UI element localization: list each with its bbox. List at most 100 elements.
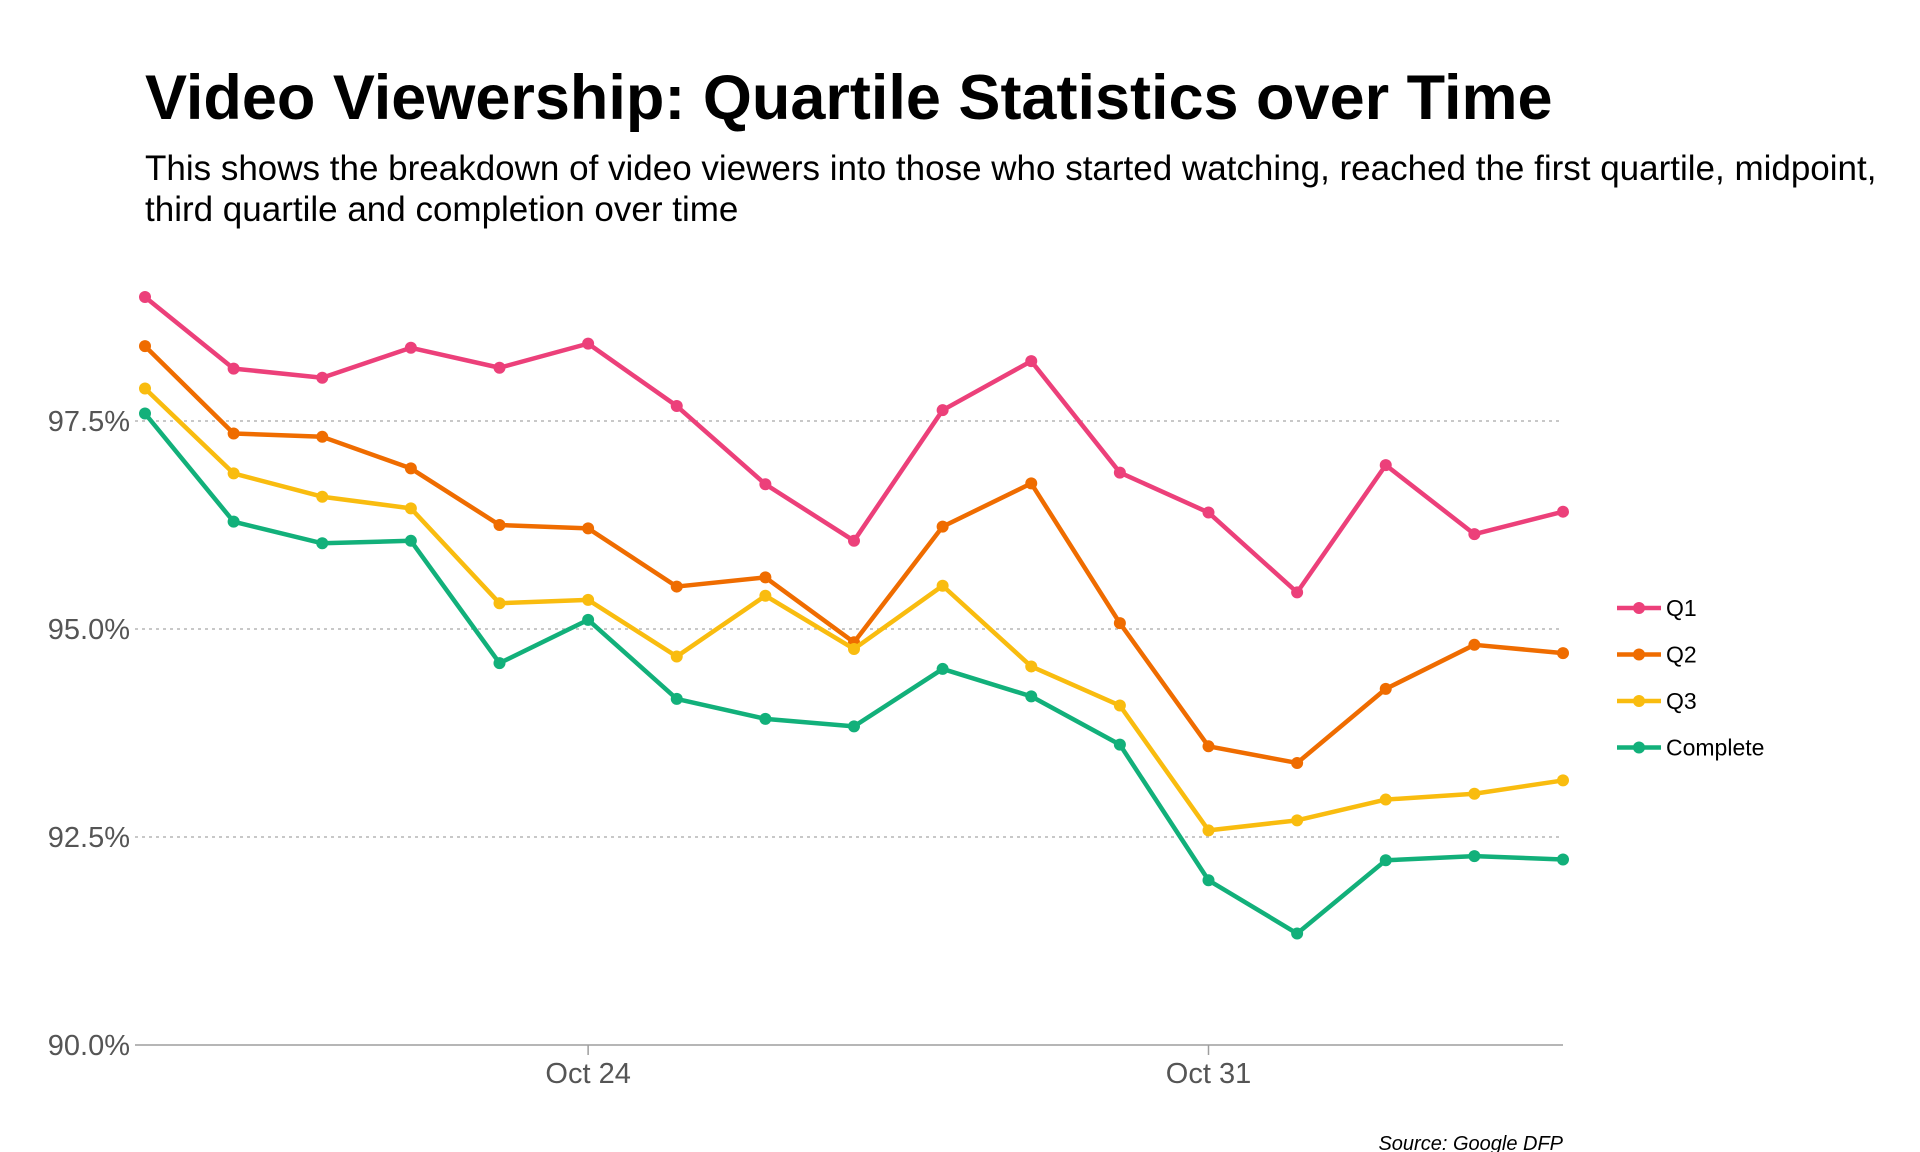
data-point-complete [759,712,772,725]
data-point-q1 [139,291,151,304]
data-point-q2 [759,571,772,584]
chart-title: Video Viewership: Quartile Statistics ov… [145,63,1553,133]
data-point-q2 [1468,638,1481,651]
data-point-q3 [1202,824,1215,837]
data-point-complete [936,662,949,675]
data-point-complete [1025,690,1038,703]
data-point-q2 [227,427,240,440]
chart-subtitle: This shows the breakdown of video viewer… [145,149,1877,229]
data-point-q3 [670,650,683,663]
data-point-q1 [936,404,949,417]
series-line-q2 [142,343,1566,766]
data-point-complete [404,534,417,547]
data-point-q1 [1291,586,1304,599]
data-point-q1 [316,371,329,384]
data-point-q2 [1379,682,1392,695]
data-point-q2 [1557,647,1569,660]
data-point-q3 [1025,660,1038,673]
legend-label: Q3 [1666,688,1697,714]
data-point-complete [582,613,595,626]
data-point-q2 [936,520,949,533]
legend: Q1 Q2 Q3 Complete [1617,595,1764,761]
legend-label: Q1 [1666,595,1697,621]
data-point-q1 [848,534,860,547]
data-point-complete [1202,874,1215,887]
data-point-q2 [1113,617,1126,630]
legend-item-q2: Q2 [1617,642,1697,668]
data-point-q3 [493,597,506,610]
data-point-q1 [1557,505,1569,518]
data-point-q1 [670,400,683,413]
series-q3 [139,382,1569,837]
legend-label: Q2 [1666,642,1697,668]
data-point-q3 [1379,793,1392,806]
y-tick-label: 97.5% [48,406,130,438]
data-point-q1 [1379,459,1392,472]
data-point-q3 [404,502,417,515]
data-point-q2 [1025,477,1038,490]
series-lines [139,291,1569,940]
data-point-q1 [493,361,506,374]
data-point-q2 [670,580,683,593]
data-point-q2 [493,519,506,531]
data-point-q3 [936,579,949,592]
data-point-q3 [227,467,240,480]
data-point-q1 [1025,355,1038,368]
data-point-q2 [582,522,595,535]
data-point-complete [316,537,329,550]
data-point-q3 [759,589,772,602]
data-point-q3 [1468,787,1481,800]
axes: 90.0% 92.5% 95.0% 97.5% Oct 24 Oct 31 [48,406,1563,1090]
data-point-q1 [759,478,772,491]
y-tick-label: 92.5% [48,822,130,854]
data-point-complete [670,692,683,705]
data-point-q3 [848,642,860,655]
series-line-q3 [142,386,1566,833]
legend-swatch-point [1633,741,1645,754]
data-point-complete [493,657,506,670]
x-tick-label: Oct 31 [1166,1058,1251,1090]
data-point-q2 [139,340,151,353]
y-tick-label: 95.0% [48,614,130,646]
series-q2 [139,340,1569,769]
data-point-q3 [582,593,595,606]
source-caption: Source: Google DFP [1378,1133,1563,1152]
data-point-complete [1468,850,1481,863]
data-point-q1 [404,341,417,354]
data-point-complete [1291,927,1304,940]
data-point-q1 [1113,466,1126,479]
series-q1 [139,291,1569,599]
legend-item-q1: Q1 [1617,595,1697,621]
data-point-q1 [1468,528,1481,541]
data-point-complete [1379,854,1392,867]
legend-swatch-point [1633,695,1645,707]
data-point-q3 [139,382,151,395]
series-line-complete [142,411,1566,936]
data-point-complete [1113,738,1126,751]
data-point-q3 [1113,699,1126,712]
gridlines [135,420,1563,838]
x-tick-label: Oct 24 [545,1058,630,1090]
data-point-q3 [1557,774,1569,787]
data-point-q2 [1291,756,1304,769]
legend-swatch-point [1633,648,1645,661]
data-point-q2 [316,430,329,443]
data-point-q3 [316,490,329,503]
legend-swatch-point [1633,602,1645,614]
legend-label: Complete [1666,735,1764,761]
data-point-complete [1557,853,1569,866]
legend-item-complete: Complete [1617,735,1764,761]
data-point-q1 [1202,506,1215,519]
data-point-complete [227,515,240,528]
data-point-q3 [1291,814,1304,827]
y-tick-label: 90.0% [48,1030,130,1062]
data-point-q2 [1202,740,1215,753]
series-line-q1 [142,294,1566,595]
data-point-q1 [582,337,595,350]
data-point-q1 [227,362,240,375]
legend-item-q3: Q3 [1617,688,1697,714]
data-point-complete [139,407,151,420]
series-complete [139,407,1569,940]
data-point-complete [848,720,860,733]
